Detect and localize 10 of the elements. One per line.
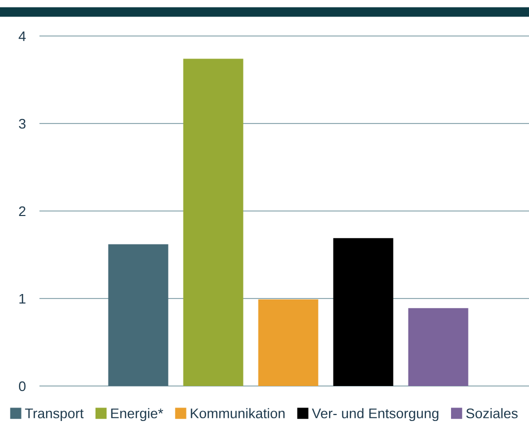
legend-label: Transport bbox=[25, 408, 84, 422]
y-tick-label: 0 bbox=[18, 381, 26, 392]
y-tick-label: 4 bbox=[18, 31, 26, 42]
y-tick-label: 2 bbox=[19, 206, 26, 216]
legend-label: Kommunikation bbox=[190, 408, 285, 418]
legend-label: Soziales bbox=[466, 408, 518, 418]
legend-label: Ver- und Entsorgung bbox=[312, 408, 438, 422]
legend-label: Energie* bbox=[111, 408, 164, 422]
y-tick-label: 3 bbox=[18, 118, 26, 129]
y-tick-label: 1 bbox=[19, 294, 26, 304]
